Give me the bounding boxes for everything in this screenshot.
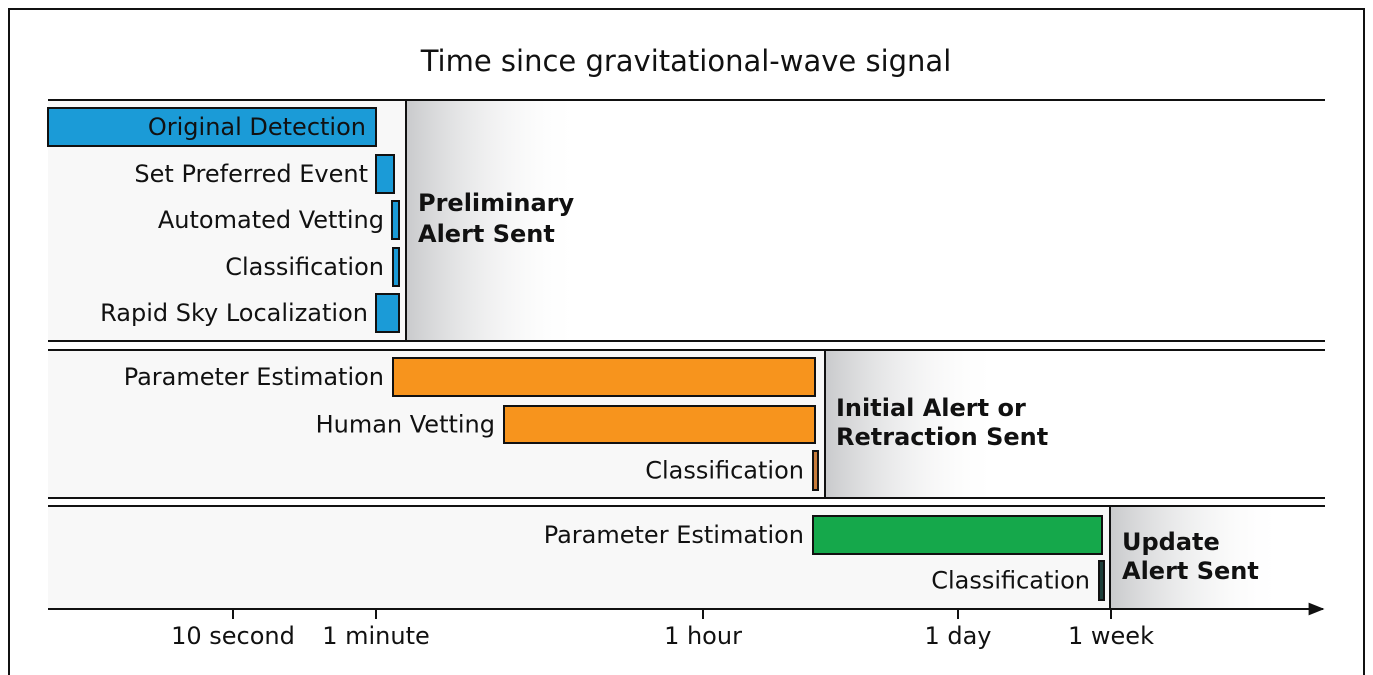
content: Original Detection Set Preferred Event Aut… — [47, 99, 1325, 650]
tick-label: 10 second — [171, 622, 295, 650]
task-bar — [392, 247, 400, 287]
task-bar — [47, 107, 377, 147]
alert-label: Alert Sent — [418, 220, 555, 248]
task-label: Classification — [225, 253, 384, 281]
task-bar — [503, 405, 816, 444]
task-label: Automated Vetting — [158, 206, 384, 234]
tick-label: 1 day — [924, 622, 991, 650]
task-bar — [812, 450, 819, 491]
task-label: Classification — [645, 457, 804, 485]
shade — [1110, 506, 1285, 609]
task-label: Human Vetting — [316, 411, 495, 439]
task-label: Parameter Estimation — [544, 521, 804, 549]
alert-label: Initial Alert or — [836, 394, 1026, 422]
task-bar — [1098, 560, 1105, 601]
task-bar — [812, 515, 1103, 555]
frame — [8, 8, 1365, 675]
task-bar — [375, 293, 400, 333]
shade — [825, 350, 1000, 498]
tick-label: 1 week — [1068, 622, 1154, 650]
alert-label: Update — [1122, 528, 1220, 556]
alert-label: Preliminary — [418, 189, 575, 217]
task-label: Set Preferred Event — [134, 160, 368, 188]
alert-label: Alert Sent — [1122, 557, 1259, 585]
tick-label: 1 minute — [322, 622, 430, 650]
task-label: Parameter Estimation — [124, 363, 384, 391]
tick-label: 1 hour — [664, 622, 742, 650]
task-bar — [392, 357, 816, 397]
title: Time since gravitational-wave signal — [420, 44, 952, 78]
task-label: Classification — [931, 567, 1090, 595]
shade — [406, 100, 581, 341]
task-bar — [375, 154, 395, 194]
task-label: Original Detection — [148, 113, 366, 141]
task-label: Rapid Sky Localization — [100, 299, 368, 327]
alert-label: Retraction Sent — [836, 423, 1048, 451]
task-bar — [391, 200, 400, 240]
